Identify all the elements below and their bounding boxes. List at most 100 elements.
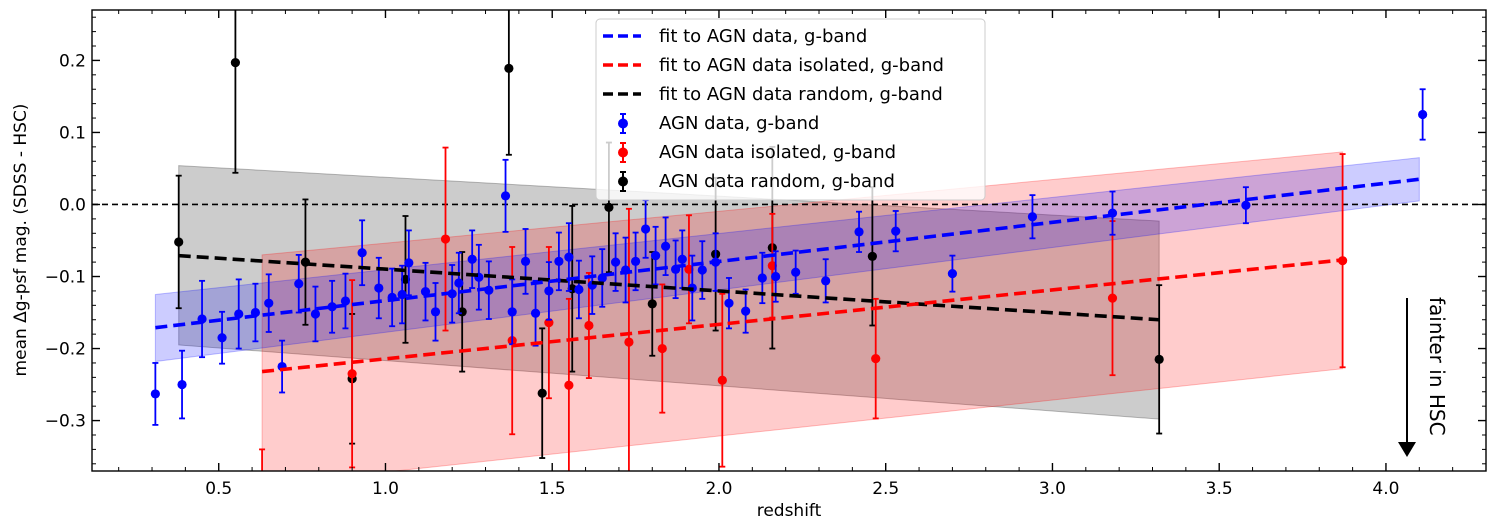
data-marker (440, 234, 451, 244)
data-point-0-6 (504, 10, 514, 156)
data-marker (677, 254, 687, 264)
x-tick-label: 2.0 (705, 479, 732, 499)
data-point-2-16 (404, 229, 414, 297)
data-point-0-4 (400, 215, 411, 344)
legend-item-fit-random: fit to AGN data random, g-band (603, 84, 943, 105)
data-marker (340, 296, 351, 306)
data-marker (1241, 200, 1251, 210)
data-marker (630, 256, 641, 266)
data-marker (871, 354, 881, 364)
data-point-1-2 (440, 146, 451, 332)
data-marker (610, 257, 621, 267)
data-marker (230, 57, 241, 68)
legend-marker-data-agn (618, 118, 628, 129)
y-tick-label: −0.1 (45, 268, 86, 288)
fit-line-2 (155, 177, 1420, 330)
data-point-2-6 (264, 273, 274, 333)
data-marker (947, 269, 958, 279)
data-point-2-34 (610, 232, 621, 292)
data-point-2-49 (791, 249, 801, 295)
legend-label-data-agn: AGN data, g-band (659, 113, 819, 134)
legend-label-data-isolated: AGN data isolated, g-band (659, 142, 896, 163)
data-point-0-14 (1154, 284, 1164, 435)
data-marker (891, 226, 901, 236)
data-point-2-45 (724, 277, 734, 330)
data-point-2-29 (554, 231, 564, 292)
data-marker (771, 271, 781, 282)
legend-label-fit-random: fit to AGN data random, g-band (659, 84, 943, 105)
legend-marker-data-isolated (618, 147, 628, 158)
data-point-2-52 (891, 210, 901, 253)
x-tick-labels: 0.5 1.0 1.5 2.0 2.5 3.0 3.5 4.0 (205, 479, 1399, 499)
data-point-2-28 (544, 261, 554, 321)
data-marker (767, 261, 777, 271)
legend-item-fit-agn: fit to AGN data, g-band (603, 26, 867, 47)
data-marker (604, 202, 614, 212)
data-point-2-12 (357, 219, 367, 287)
data-marker (717, 375, 727, 385)
data-point-0-7 (537, 327, 547, 459)
data-point-2-26 (520, 228, 531, 295)
data-point-1-9 (684, 214, 694, 325)
data-marker (647, 299, 657, 309)
data-marker (264, 298, 274, 308)
data-point-0-8 (567, 205, 577, 373)
y-tick-labels: −0.3 −0.2 −0.1 0.0 0.1 0.2 (45, 51, 86, 431)
data-marker (504, 63, 514, 73)
legend-item-data-agn: AGN data, g-band (618, 113, 819, 134)
data-marker (174, 237, 184, 247)
legend-item-fit-isolated: fit to AGN data isolated, g-band (603, 55, 944, 76)
data-point-1-7 (624, 207, 634, 471)
data-point-2-32 (587, 255, 597, 315)
data-marker (467, 254, 477, 264)
y-tick-label: −0.3 (45, 412, 86, 432)
data-marker (537, 388, 547, 398)
data-marker (310, 309, 321, 319)
data-point-2-27 (530, 279, 541, 347)
y-tick-label: 0.1 (59, 123, 86, 143)
data-marker (574, 284, 584, 295)
down-arrow-head-icon (1398, 442, 1416, 457)
data-marker (454, 278, 464, 288)
data-marker (507, 307, 517, 317)
data-marker (347, 369, 357, 379)
data-point-2-57 (1418, 88, 1428, 141)
data-marker (1027, 212, 1038, 222)
annotation-text: fainter in HSC (1425, 297, 1449, 436)
x-tick-label: 1.5 (539, 479, 566, 499)
x-tick-label: 3.0 (1039, 479, 1066, 499)
data-marker (854, 227, 864, 237)
data-point-0-0 (174, 174, 184, 310)
fainter-annotation: fainter in HSC (1398, 297, 1449, 457)
data-marker (741, 306, 751, 316)
data-point-1-0 (259, 448, 266, 471)
data-point-2-56 (1241, 186, 1251, 225)
y-tick-label: −0.2 (45, 340, 86, 360)
data-point-2-18 (430, 282, 441, 342)
x-axis-label: redshift (757, 501, 822, 521)
data-point-2-4 (234, 278, 244, 350)
x-tick-label: 3.5 (1206, 479, 1233, 499)
data-point-2-36 (630, 231, 641, 292)
data-point-2-24 (500, 158, 511, 233)
data-point-2-53 (947, 254, 958, 293)
data-marker (640, 224, 651, 234)
data-point-2-25 (507, 278, 517, 346)
data-point-2-46 (741, 288, 751, 334)
data-marker (624, 337, 634, 347)
data-marker (1418, 109, 1428, 120)
data-marker (404, 258, 414, 268)
data-point-2-1 (177, 349, 187, 420)
data-marker (684, 264, 694, 274)
data-point-2-54 (1027, 194, 1038, 240)
data-marker (520, 256, 531, 266)
data-marker (1154, 354, 1164, 364)
data-point-1-13 (1107, 220, 1118, 377)
data-marker (327, 302, 337, 312)
data-marker (150, 389, 160, 399)
fit-line-1 (261, 258, 1343, 374)
legend-label-fit-isolated: fit to AGN data isolated, g-band (659, 55, 944, 76)
data-point-0-1 (230, 10, 241, 174)
error-bars (150, 10, 1428, 471)
y-tick-label: 0.0 (59, 195, 86, 215)
